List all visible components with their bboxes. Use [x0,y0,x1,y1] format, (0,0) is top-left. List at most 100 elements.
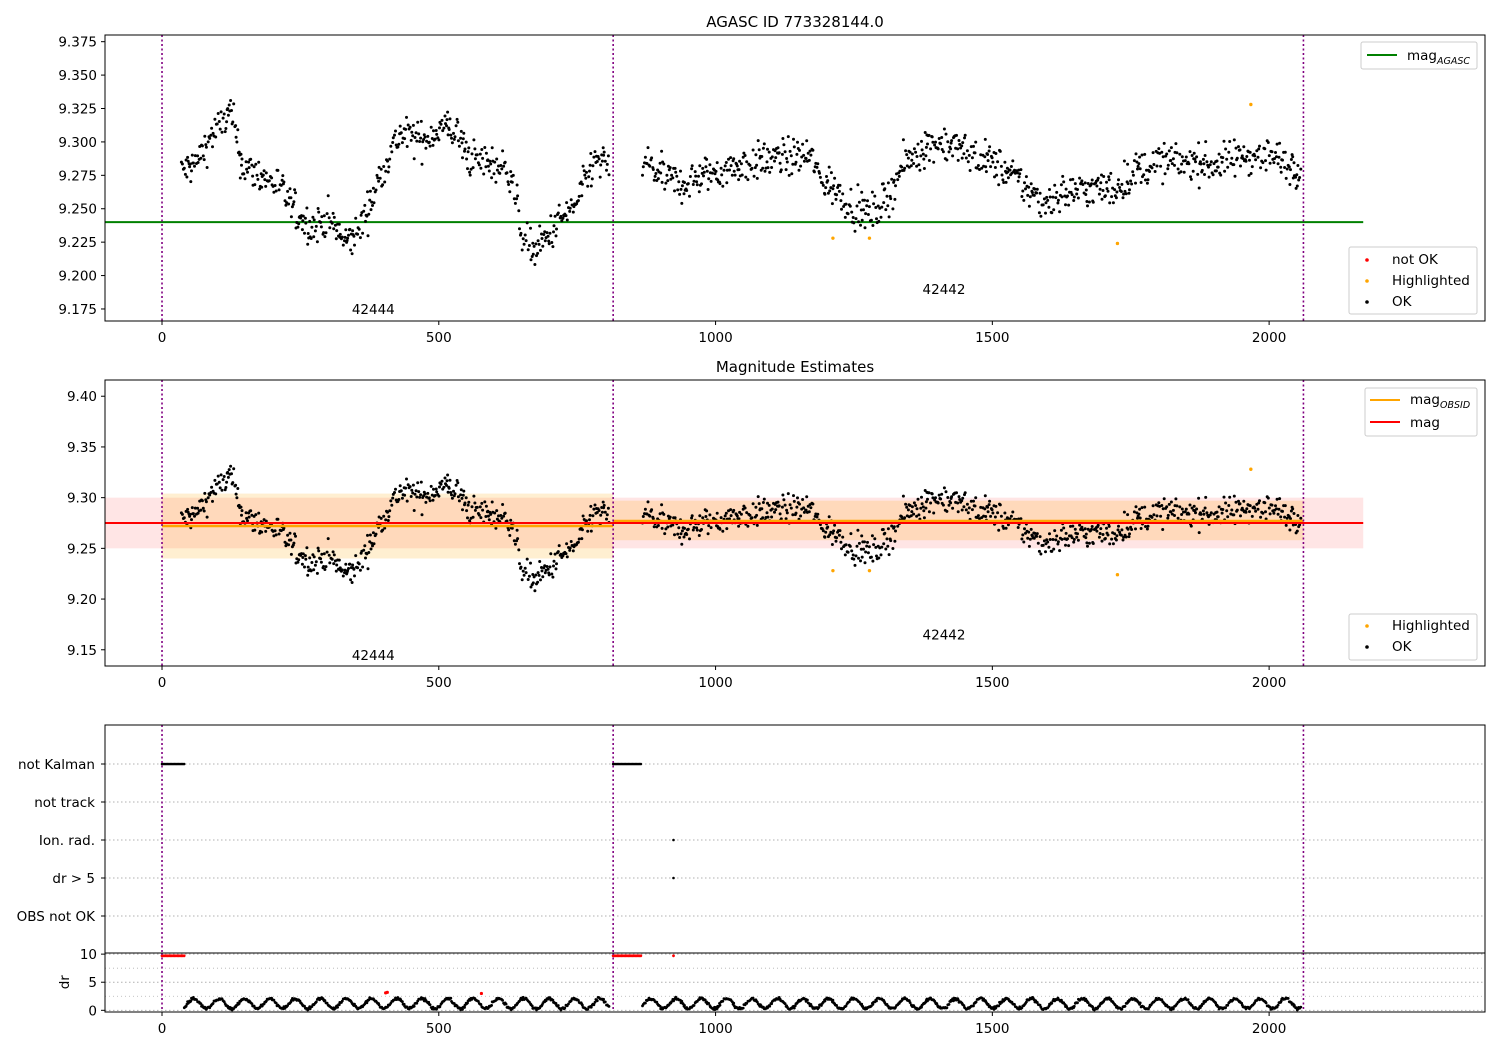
ok-point [782,498,786,502]
ok-point [892,525,896,529]
ok-point [495,168,499,172]
ok-point [886,527,890,531]
dr-point [844,1004,848,1008]
ok-point [1032,193,1036,197]
ok-point [413,492,417,496]
dr-point [428,1003,432,1007]
flag-point [639,762,643,766]
ok-point [607,173,611,177]
ok-point [236,487,240,490]
highlighted-point [831,568,835,573]
ok-point [933,143,937,147]
ok-point [761,146,765,150]
ok-point [1128,532,1131,536]
ok-point [721,184,725,188]
ok-point [442,485,446,489]
dr-point [479,1003,483,1006]
ok-point [322,552,326,556]
ok-point [279,183,283,187]
ok-point [826,179,830,183]
ok-point [1208,163,1212,167]
ok-point [605,517,608,521]
ok-point [224,486,228,489]
ok-point [226,107,230,111]
ok-point [686,182,690,186]
flag-point [182,762,186,766]
ok-point [660,149,664,153]
ok-point [225,480,229,484]
ok-point [774,508,778,512]
ok-point [704,165,708,169]
ok-point [969,499,973,503]
ok-point [831,187,835,191]
ok-point [1207,165,1210,169]
ok-point [781,493,785,497]
ok-point [1134,527,1137,531]
ok-point [1294,175,1298,179]
ok-point [1195,155,1199,159]
dr-point [732,1001,736,1005]
dr-point [435,1007,439,1011]
ok-point [1209,511,1213,515]
ok-point [492,172,496,176]
ok-point [908,150,912,154]
ok-point [1059,183,1063,187]
ok-point [937,493,941,497]
ok-point [780,505,784,509]
ok-point [965,502,969,506]
dr-point [607,1005,611,1008]
ok-point [218,486,222,490]
ok-point [524,571,528,575]
y-tick-label: 9.15 [67,643,97,659]
ok-point [435,132,439,136]
ok-point [1128,188,1131,192]
ok-point [949,147,953,151]
dr-point [1276,1003,1280,1007]
ok-point [877,219,881,223]
ok-point [874,545,878,549]
ok-point [1080,525,1084,529]
ok-point [548,565,552,569]
ok-point [665,173,669,177]
ok-point [225,120,229,124]
ok-point [802,510,806,514]
ok-point [1066,194,1069,198]
ok-point [1028,537,1032,541]
ok-point [834,197,838,201]
ok-point [464,140,468,144]
ok-point [516,194,520,198]
ok-point [577,537,581,541]
ok-point [918,168,922,172]
ok-point [351,563,355,567]
ok-point [950,495,954,499]
ok-point [581,164,585,168]
ok-point [204,145,208,149]
ok-point [219,110,223,114]
ok-point [920,139,923,143]
ok-point [1264,510,1267,514]
ok-point [203,491,207,495]
ok-point [253,183,257,187]
ok-point [340,235,344,239]
ok-point [690,516,694,520]
ok-point [257,160,261,164]
ok-point [569,540,573,543]
ok-point [427,496,431,500]
ok-point [912,162,916,165]
ok-point [1256,507,1260,511]
ok-point [263,178,267,182]
ok-point [1087,200,1091,204]
ok-point [855,544,859,548]
ok-point [310,225,314,229]
ok-point [315,571,319,575]
ok-point [678,192,682,196]
ok-point [533,263,537,266]
ok-point [922,157,926,161]
ok-point [471,166,475,170]
ok-point [890,524,894,528]
ok-point [560,219,564,223]
ok-point [327,216,331,220]
ok-point [323,235,327,239]
ok-point [941,503,945,507]
ok-point [1245,507,1249,511]
